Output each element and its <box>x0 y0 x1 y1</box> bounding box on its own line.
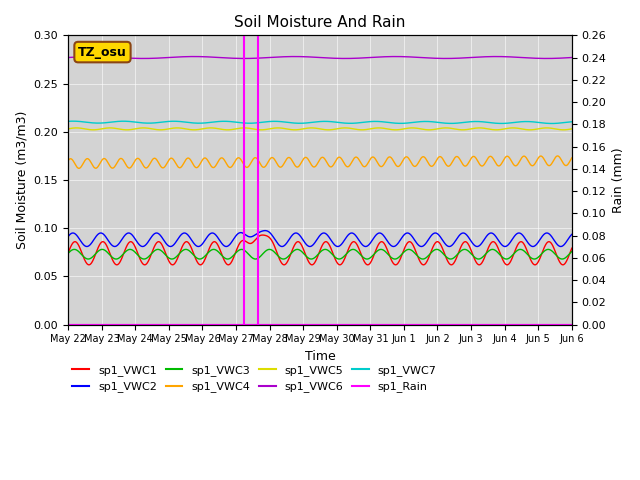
Text: TZ_osu: TZ_osu <box>78 46 127 59</box>
sp1_Rain <box>90 322 97 327</box>
sp1_VWC7 <box>90 120 98 126</box>
sp1_VWC3 <box>568 249 576 254</box>
sp1_Rain <box>568 322 576 327</box>
sp1_VWC3 <box>461 247 469 252</box>
sp1_VWC1 <box>296 240 304 246</box>
sp1_VWC1 <box>64 251 72 256</box>
sp1_Rain <box>64 322 72 327</box>
sp1_VWC3 <box>64 251 72 256</box>
sp1_VWC7 <box>64 119 72 124</box>
sp1_VWC5 <box>408 125 416 131</box>
Line: sp1_VWC1: sp1_VWC1 <box>68 235 572 265</box>
sp1_VWC1 <box>310 261 317 267</box>
sp1_VWC1 <box>85 262 93 268</box>
sp1_VWC2 <box>309 242 317 248</box>
sp1_Rain <box>461 322 468 327</box>
Title: Soil Moisture And Rain: Soil Moisture And Rain <box>234 15 406 30</box>
sp1_VWC5 <box>296 127 304 132</box>
sp1_VWC3 <box>90 253 97 259</box>
Line: sp1_VWC2: sp1_VWC2 <box>68 230 572 247</box>
sp1_VWC3 <box>309 256 317 262</box>
sp1_VWC2 <box>261 228 269 233</box>
sp1_VWC4 <box>554 153 561 159</box>
sp1_VWC1 <box>90 255 98 261</box>
sp1_VWC3 <box>531 256 538 262</box>
sp1_VWC6 <box>296 54 304 60</box>
sp1_VWC6 <box>543 56 550 61</box>
sp1_VWC5 <box>554 126 561 132</box>
sp1_VWC6 <box>64 55 72 60</box>
sp1_VWC3 <box>554 254 561 260</box>
sp1_VWC6 <box>90 54 98 60</box>
sp1_Rain <box>309 322 317 327</box>
Y-axis label: Soil Moisture (m3/m3): Soil Moisture (m3/m3) <box>15 111 28 249</box>
sp1_VWC4 <box>568 155 576 161</box>
sp1_VWC6 <box>568 55 576 60</box>
sp1_VWC2 <box>417 244 425 250</box>
sp1_VWC4 <box>90 164 98 170</box>
sp1_VWC5 <box>224 127 232 132</box>
sp1_VWC3 <box>554 254 561 260</box>
sp1_VWC1 <box>554 255 561 261</box>
sp1_VWC2 <box>554 242 561 248</box>
Line: sp1_VWC4: sp1_VWC4 <box>68 156 572 168</box>
sp1_VWC7 <box>568 119 576 125</box>
Line: sp1_VWC5: sp1_VWC5 <box>68 128 572 130</box>
sp1_VWC7 <box>548 120 556 126</box>
sp1_VWC5 <box>90 127 97 132</box>
Y-axis label: Rain (mm): Rain (mm) <box>612 147 625 213</box>
sp1_VWC4 <box>554 153 561 159</box>
sp1_VWC6 <box>461 55 469 61</box>
Line: sp1_VWC7: sp1_VWC7 <box>68 121 572 123</box>
sp1_VWC4 <box>64 158 72 164</box>
sp1_VWC7 <box>554 120 561 126</box>
sp1_VWC6 <box>554 55 561 61</box>
sp1_VWC6 <box>554 55 561 61</box>
sp1_VWC6 <box>90 54 97 60</box>
sp1_VWC7 <box>554 120 561 126</box>
sp1_VWC4 <box>554 153 561 159</box>
sp1_VWC2 <box>554 242 561 248</box>
sp1_VWC2 <box>90 237 97 243</box>
sp1_VWC5 <box>568 126 576 132</box>
sp1_VWC1 <box>554 254 561 260</box>
sp1_VWC5 <box>64 126 72 132</box>
sp1_Rain <box>296 322 303 327</box>
sp1_VWC4 <box>461 163 469 169</box>
sp1_VWC2 <box>568 231 576 237</box>
Line: sp1_VWC3: sp1_VWC3 <box>68 250 572 259</box>
sp1_VWC7 <box>309 120 317 125</box>
X-axis label: Time: Time <box>305 350 335 363</box>
sp1_VWC2 <box>461 231 469 237</box>
sp1_VWC7 <box>296 120 304 126</box>
sp1_VWC1 <box>461 239 469 244</box>
sp1_Rain <box>554 322 561 327</box>
sp1_VWC4 <box>296 162 304 168</box>
sp1_VWC1 <box>259 232 266 238</box>
sp1_VWC2 <box>296 233 304 239</box>
sp1_VWC3 <box>296 247 303 253</box>
sp1_Rain <box>553 322 561 327</box>
sp1_VWC5 <box>309 125 317 131</box>
sp1_VWC6 <box>309 54 317 60</box>
sp1_VWC2 <box>64 234 72 240</box>
sp1_VWC4 <box>75 166 83 171</box>
Legend: sp1_VWC1, sp1_VWC2, sp1_VWC3, sp1_VWC4, sp1_VWC5, sp1_VWC6, sp1_VWC7, sp1_Rain: sp1_VWC1, sp1_VWC2, sp1_VWC3, sp1_VWC4, … <box>68 360 441 397</box>
Line: sp1_VWC6: sp1_VWC6 <box>68 57 572 59</box>
sp1_VWC5 <box>461 127 469 132</box>
sp1_VWC3 <box>349 247 357 252</box>
sp1_VWC1 <box>568 245 576 251</box>
sp1_VWC7 <box>69 118 77 124</box>
sp1_VWC5 <box>554 126 561 132</box>
sp1_VWC4 <box>309 164 317 169</box>
sp1_VWC7 <box>461 120 469 125</box>
